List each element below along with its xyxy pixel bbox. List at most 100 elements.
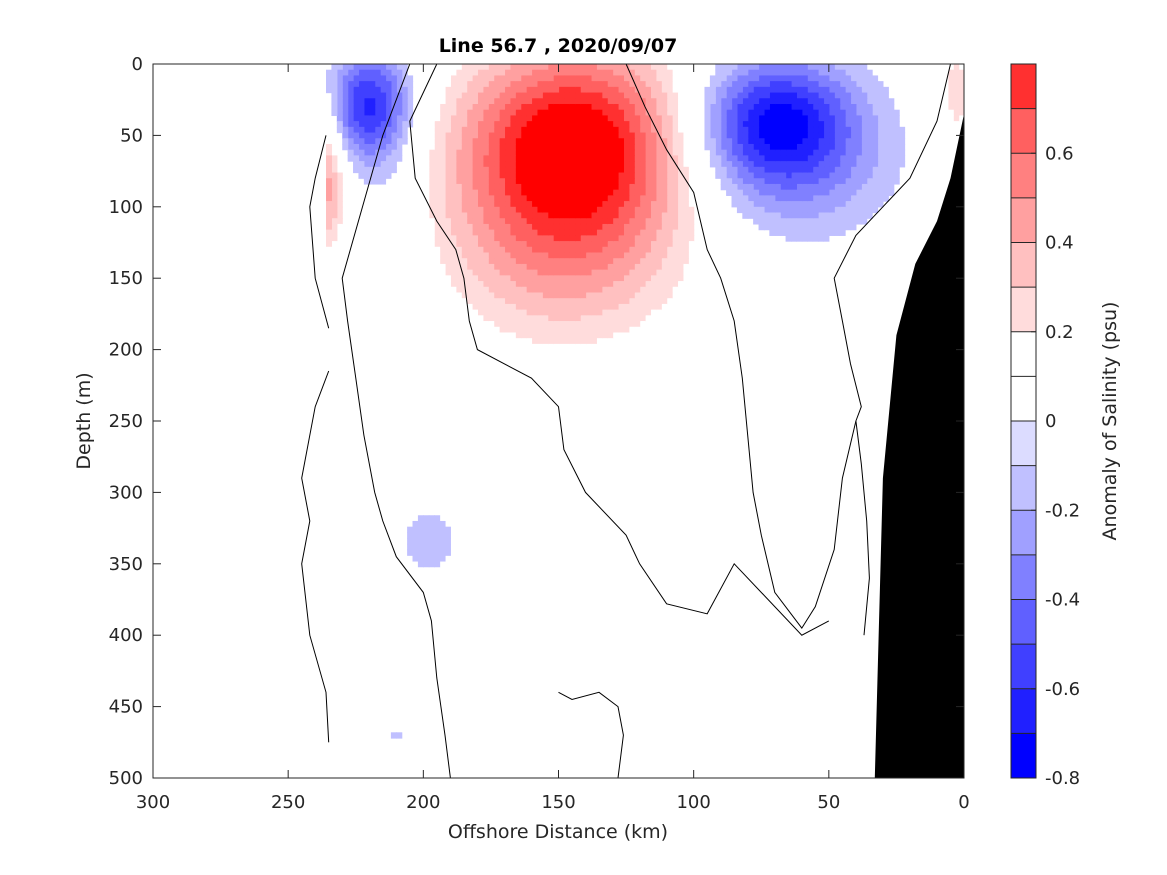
anomaly-cell: [763, 189, 770, 196]
x-tick-label: 0: [958, 792, 969, 813]
anomaly-cell: [623, 115, 630, 122]
anomaly-cell: [672, 223, 679, 231]
anomaly-cell: [488, 126, 495, 134]
anomaly-cell: [482, 321, 489, 328]
anomaly-cell: [601, 281, 608, 288]
anomaly-cell: [812, 155, 819, 162]
anomaly-cell: [504, 195, 511, 202]
anomaly-cell: [747, 155, 754, 162]
anomaly-cell: [358, 81, 365, 88]
anomaly-cell: [434, 258, 441, 265]
anomaly-cell: [596, 326, 603, 334]
anomaly-cell: [785, 132, 792, 139]
anomaly-cell: [407, 549, 414, 556]
anomaly-cell: [774, 212, 781, 219]
anomaly-cell: [612, 64, 619, 71]
anomaly-cell: [617, 121, 624, 128]
anomaly-cell: [580, 229, 587, 236]
anomaly-cell: [542, 75, 549, 82]
anomaly-cell: [639, 195, 646, 202]
anomaly-cell: [596, 303, 603, 311]
anomaly-cell: [785, 98, 792, 105]
anomaly-cell: [758, 143, 765, 151]
anomaly-cell: [682, 86, 689, 94]
anomaly-cell: [455, 269, 462, 276]
anomaly-cell: [617, 64, 624, 71]
anomaly-cell: [336, 212, 343, 219]
anomaly-cell: [780, 92, 787, 99]
anomaly-cell: [893, 121, 900, 128]
anomaly-cell: [650, 126, 657, 134]
anomaly-cell: [520, 183, 527, 191]
anomaly-cell: [336, 218, 343, 225]
anomaly-cell: [428, 543, 435, 551]
anomaly-cell: [558, 86, 565, 94]
anomaly-cell: [563, 64, 570, 71]
anomaly-cell: [499, 178, 506, 185]
anomaly-cell: [861, 69, 868, 77]
anomaly-cell: [807, 92, 814, 99]
anomaly-cell: [477, 201, 484, 208]
anomaly-cell: [596, 81, 603, 88]
anomaly-cell: [455, 121, 462, 128]
anomaly-cell: [677, 121, 684, 128]
anomaly-cell: [693, 303, 700, 311]
anomaly-cell: [547, 155, 554, 162]
anomaly-cell: [780, 189, 787, 196]
anomaly-cell: [866, 138, 873, 145]
anomaly-cell: [342, 81, 349, 88]
anomaly-cell: [444, 543, 451, 551]
anomaly-cell: [434, 201, 441, 208]
anomaly-cell: [439, 241, 446, 248]
anomaly-cell: [461, 155, 468, 162]
anomaly-cell: [666, 212, 673, 219]
anomaly-cell: [661, 241, 668, 248]
anomaly-cell: [504, 161, 511, 168]
anomaly-cell: [509, 103, 516, 111]
anomaly-cell: [834, 149, 841, 156]
anomaly-cell: [639, 178, 646, 185]
anomaly-cell: [628, 138, 635, 145]
anomaly-cell: [682, 69, 689, 77]
anomaly-cell: [693, 206, 700, 214]
anomaly-cell: [531, 269, 538, 276]
anomaly-cell: [628, 355, 635, 362]
colorbar-tick-label: 0.2: [1045, 322, 1074, 343]
anomaly-cell: [439, 235, 446, 242]
anomaly-cell: [866, 75, 873, 82]
anomaly-cell: [753, 121, 760, 128]
anomaly-cell: [585, 161, 592, 168]
anomaly-cell: [661, 281, 668, 288]
anomaly-cell: [617, 326, 624, 334]
anomaly-cell: [385, 98, 392, 105]
anomaly-cell: [774, 121, 781, 128]
anomaly-cell: [450, 315, 457, 322]
anomaly-cell: [790, 69, 797, 77]
anomaly-cell: [650, 98, 657, 105]
anomaly-cell: [709, 252, 716, 259]
anomaly-cell: [585, 258, 592, 265]
anomaly-cell: [461, 98, 468, 105]
anomaly-cell: [488, 298, 495, 305]
anomaly-cell: [520, 92, 527, 99]
anomaly-cell: [363, 115, 370, 122]
anomaly-cell: [369, 155, 376, 162]
anomaly-cell: [509, 138, 516, 145]
anomaly-cell: [769, 86, 776, 94]
anomaly-cell: [590, 343, 597, 351]
anomaly-cell: [504, 326, 511, 334]
anomaly-cell: [861, 64, 868, 71]
anomaly-cell: [585, 263, 592, 271]
anomaly-cell: [790, 132, 797, 139]
anomaly-cell: [807, 98, 814, 105]
anomaly-cell: [617, 92, 624, 99]
anomaly-cell: [655, 281, 662, 288]
anomaly-cell: [796, 166, 803, 174]
anomaly-cell: [774, 69, 781, 77]
anomaly-cell: [461, 206, 468, 214]
anomaly-cell: [428, 229, 435, 236]
anomaly-cell: [796, 121, 803, 128]
anomaly-cell: [742, 178, 749, 185]
anomaly-cell: [774, 92, 781, 99]
